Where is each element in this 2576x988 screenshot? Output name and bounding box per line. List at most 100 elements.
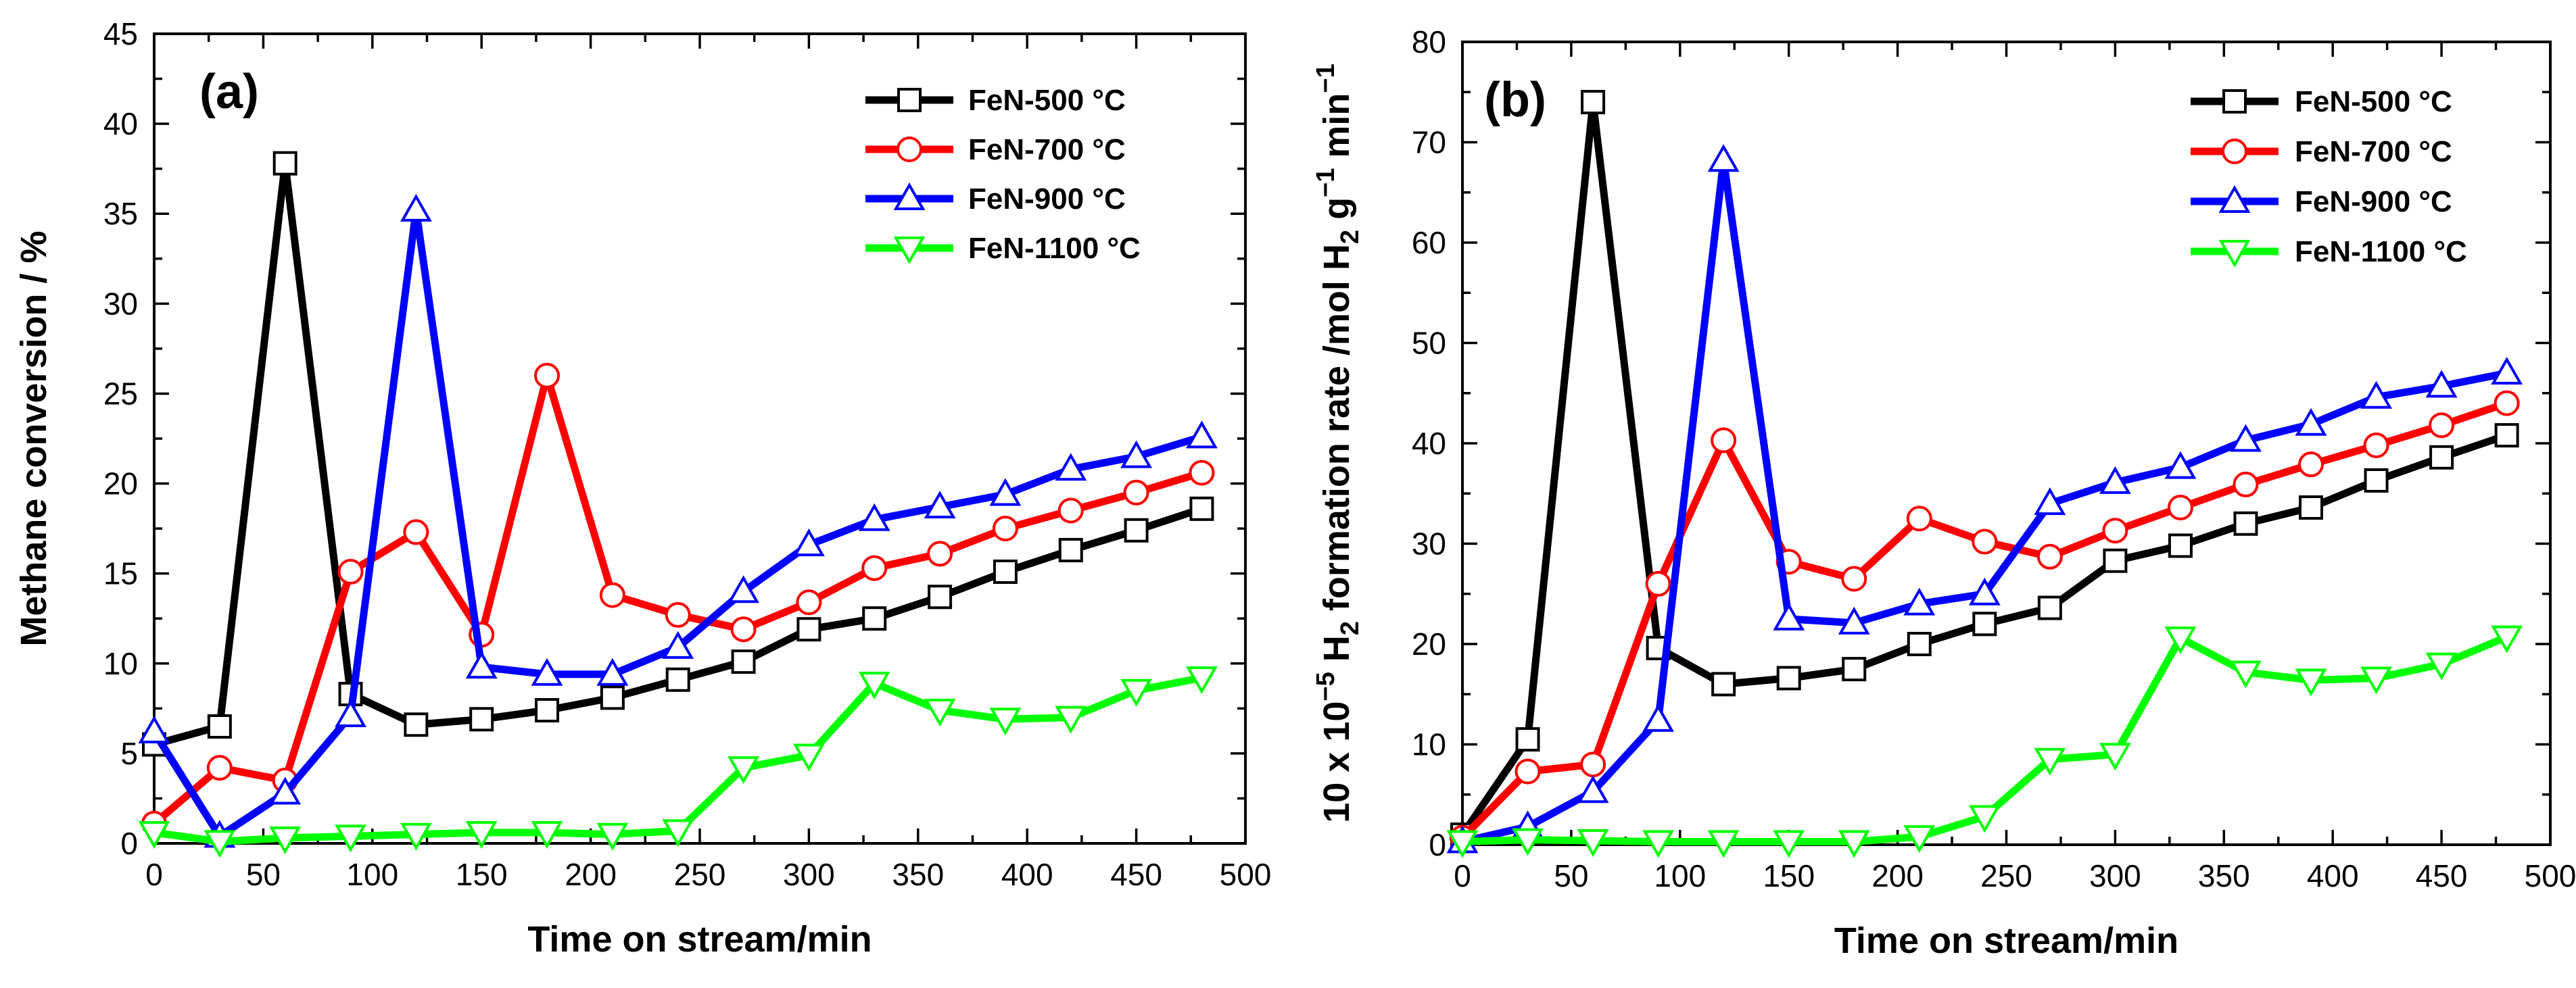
series-fen-1100-point — [335, 824, 366, 853]
y-tick-label: 15 — [103, 556, 138, 591]
series-fen-500-point — [993, 560, 1018, 585]
x-tick-label: 400 — [1001, 857, 1053, 892]
series-fen-900-point — [1577, 775, 1609, 804]
y-axis-title: Methane conversion / % — [14, 230, 54, 646]
series-fen-700-point — [1841, 566, 1867, 592]
x-tick-label: 350 — [892, 857, 944, 892]
x-tick-label: 150 — [1763, 858, 1815, 893]
series-fen-700-point — [534, 362, 560, 389]
series-fen-1100-point — [2295, 668, 2327, 697]
x-tick-label: 300 — [2089, 858, 2141, 893]
series-fen-1100-point — [596, 822, 629, 851]
x-tick-label: 150 — [456, 857, 508, 892]
x-tick-label: 500 — [1220, 857, 1272, 892]
legend-fen-500-marker — [897, 88, 922, 112]
legend: FeN-500 °C FeN-700 °C FeN-900 °C FeN-1100 °… — [865, 84, 1141, 265]
series-fen-700-point — [2167, 495, 2193, 521]
series-fen-500-point — [1907, 632, 1932, 656]
series-fen-700-point — [2233, 471, 2259, 497]
series-fen-1100-point — [1838, 830, 1870, 858]
series-fen-1100-point — [728, 756, 760, 785]
series-fen-1100-point — [2164, 626, 2197, 655]
legend-fen-900-marker — [893, 182, 926, 210]
series-fen-900-point — [1838, 606, 1870, 635]
series-fen-1100-point — [924, 698, 956, 727]
series-fen-900-point — [596, 658, 629, 686]
series-fen-1100-point — [2360, 666, 2393, 695]
legend-fen-1100-marker — [893, 237, 926, 265]
series-fen-700-point — [1711, 427, 1737, 453]
y-tick-label: 35 — [103, 196, 138, 231]
series-fen-700-point — [2102, 518, 2128, 544]
series-fen-1100-point — [1055, 706, 1087, 734]
series-fen-1100-point — [2034, 747, 2066, 776]
series-fen-700-point — [1906, 505, 1932, 532]
y-tick-label: 10 — [1412, 727, 1446, 762]
x-tick-label: 200 — [1871, 858, 1924, 893]
series-fen-900-point — [924, 491, 956, 519]
x-tick-label: 50 — [246, 857, 281, 892]
series-fen-1100 — [1446, 625, 2523, 858]
series-fen-500-point — [272, 151, 297, 176]
series-fen-1100-point — [1642, 830, 1675, 858]
series-fen-700-point — [206, 755, 233, 781]
series-fen-500-point — [1058, 538, 1083, 563]
series-fen-700-point — [599, 582, 625, 608]
x-tick-label: 100 — [1654, 858, 1706, 893]
series-fen-500-point — [404, 712, 429, 737]
series-fen-700-point — [1123, 479, 1149, 505]
y-axis-title: 10 x 10−5 H2 formation rate /mol H2 g−1 … — [1312, 64, 1364, 823]
series-fen-900-point — [531, 658, 563, 686]
series-fen-700-point — [2363, 432, 2389, 458]
series-fen-900-point — [400, 193, 432, 222]
x-tick-label: 250 — [1980, 858, 2032, 893]
series-fen-900-line — [151, 206, 1203, 840]
series-fen-500-point — [2037, 595, 2062, 620]
series-fen-900-point — [1773, 602, 1805, 631]
series-fen-900-point — [792, 528, 825, 557]
legend-fen-700-marker — [897, 137, 922, 162]
series-fen-1100-point — [465, 821, 498, 849]
y-tick-label: 80 — [1412, 24, 1446, 59]
series-fen-1100-point — [138, 821, 170, 849]
series-fen-700-point — [730, 616, 757, 643]
x-tick-label: 100 — [346, 857, 398, 892]
x-tick-label: 0 — [1454, 858, 1471, 893]
legend-fen-1100-label: FeN-1100 °C — [968, 232, 1141, 265]
series-fen-1100-point — [1446, 830, 1479, 858]
series-fen-900-point — [2360, 380, 2393, 409]
legend-fen-900-marker — [2218, 184, 2251, 213]
series-fen-900-point — [2230, 424, 2262, 452]
series-fen-900-point — [2034, 487, 2066, 516]
y-tick-label: 30 — [103, 286, 138, 321]
series-fen-700-point — [337, 559, 364, 585]
x-axis-title: Time on stream/min — [527, 919, 872, 960]
legend-fen-700-label: FeN-700 °C — [968, 133, 1126, 166]
series-fen-700-point — [1514, 758, 1541, 785]
series-fen-700-point — [2429, 412, 2455, 439]
series-fen-500-point — [1124, 518, 1149, 543]
series-fen-900-point — [1968, 577, 2001, 606]
series-fen-1100-point — [2491, 625, 2523, 653]
series-fen-700-point — [927, 541, 953, 567]
panel-label: (b) — [1484, 73, 1546, 127]
series-fen-700-point — [1972, 528, 1998, 555]
series-fen-500-point — [1972, 612, 1997, 637]
x-tick-label: 350 — [2198, 858, 2250, 893]
series-fen-500-point — [1842, 657, 1867, 682]
series-fen-500-point — [535, 697, 560, 722]
series-fen-1100-point — [2425, 652, 2458, 681]
x-tick-label: 400 — [2307, 858, 2359, 893]
panel-b: 0 50 100 150 200 250 300 350 400 450 500 0 10 20 30 40 5… — [1312, 24, 2576, 961]
legend-fen-700-label: FeN-700 °C — [2295, 135, 2452, 168]
y-tick-label: 50 — [1412, 326, 1446, 361]
series-fen-700-point — [861, 555, 888, 581]
series-fen-500-point — [2494, 423, 2519, 448]
y-tick-label: 40 — [1412, 426, 1446, 461]
y-tick-label: 25 — [103, 376, 138, 411]
legend-fen-500-marker — [2222, 89, 2247, 114]
series-fen-1100-point — [662, 819, 694, 847]
series-fen-1100-point — [1577, 829, 1609, 858]
series-fen-700-point — [1189, 460, 1215, 486]
series-fen-900-point — [662, 631, 694, 659]
